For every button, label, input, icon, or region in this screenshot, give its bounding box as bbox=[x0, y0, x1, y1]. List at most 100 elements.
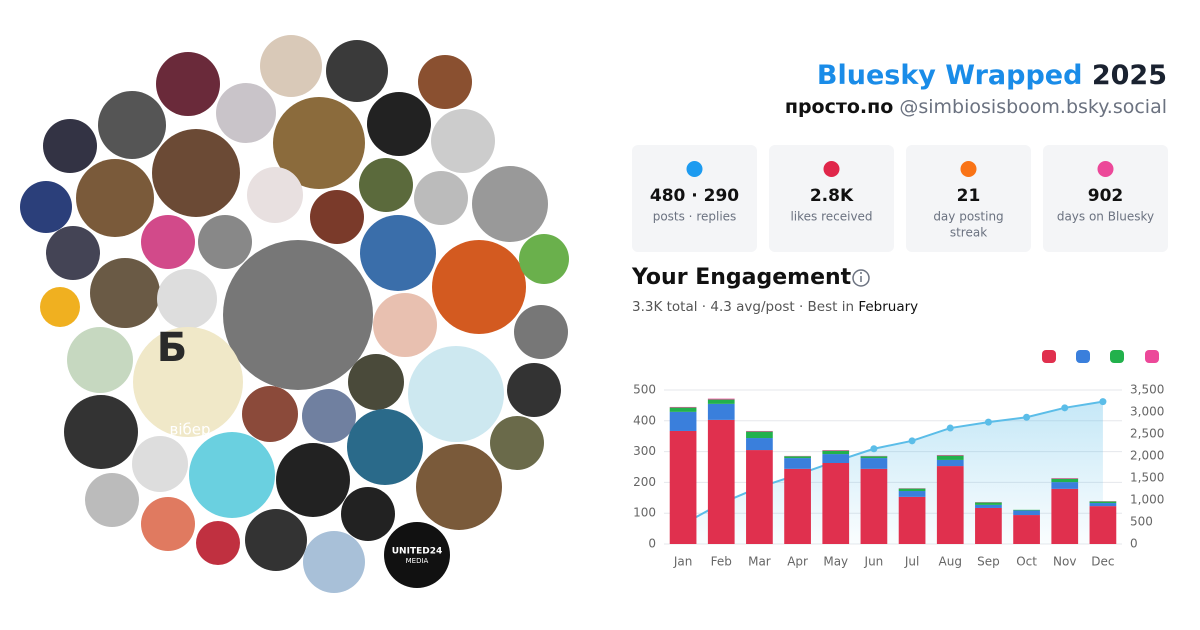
avatar[interactable] bbox=[98, 91, 166, 159]
legend-icon[interactable] bbox=[1145, 350, 1159, 363]
bar-segment bbox=[975, 507, 1002, 544]
bar-segment bbox=[860, 456, 888, 459]
summary: 3.3K total · 4.3 avg/post · Best in bbox=[632, 299, 854, 315]
avatar[interactable] bbox=[260, 35, 322, 97]
avatar[interactable] bbox=[40, 287, 80, 327]
avatar[interactable] bbox=[519, 234, 569, 284]
avatar[interactable] bbox=[156, 52, 220, 116]
avatar[interactable] bbox=[64, 395, 138, 469]
bar-segment bbox=[822, 454, 850, 463]
bar-segment bbox=[860, 458, 888, 469]
avatar[interactable] bbox=[43, 119, 97, 173]
avatar[interactable] bbox=[46, 226, 100, 280]
avatar[interactable] bbox=[326, 40, 388, 102]
stat-icon bbox=[1097, 161, 1114, 177]
avatar[interactable] bbox=[245, 509, 307, 571]
avatar[interactable] bbox=[347, 409, 423, 485]
bar-segment bbox=[784, 468, 811, 544]
avatar[interactable] bbox=[216, 83, 276, 143]
avatar[interactable] bbox=[348, 354, 404, 410]
avatar[interactable] bbox=[276, 443, 350, 517]
bar-segment bbox=[746, 431, 773, 439]
avatar[interactable] bbox=[67, 327, 133, 393]
avatar[interactable] bbox=[408, 346, 504, 442]
avatar[interactable] bbox=[359, 158, 413, 212]
x-tick-label: Jan bbox=[673, 555, 693, 569]
stat-card bbox=[906, 145, 1031, 252]
bar-segment bbox=[1013, 509, 1040, 511]
avatar[interactable] bbox=[196, 521, 240, 565]
legend-icon[interactable] bbox=[1110, 350, 1124, 363]
stat-icon bbox=[823, 161, 840, 177]
x-tick-label: Feb bbox=[711, 555, 732, 569]
avatar[interactable] bbox=[416, 444, 502, 530]
cumulative-point bbox=[984, 418, 992, 426]
stat-label: day posting bbox=[933, 210, 1003, 224]
avatar[interactable] bbox=[341, 487, 395, 541]
cumulative-point bbox=[946, 424, 954, 432]
avatar[interactable] bbox=[414, 171, 468, 225]
bar-segment bbox=[898, 488, 926, 492]
avatar[interactable] bbox=[223, 240, 373, 390]
stat-icon bbox=[686, 161, 703, 177]
avatar[interactable] bbox=[431, 109, 495, 173]
avatar[interactable] bbox=[303, 531, 365, 593]
avatar[interactable] bbox=[367, 92, 431, 156]
bar-segment bbox=[1013, 515, 1040, 544]
stat-label: streak bbox=[950, 226, 987, 240]
engagement-title: Your Engagement bbox=[631, 265, 852, 290]
cumulative-point bbox=[870, 445, 878, 453]
bar-segment bbox=[1013, 510, 1040, 516]
avatar[interactable] bbox=[490, 416, 544, 470]
avatar[interactable] bbox=[189, 432, 275, 518]
avatar[interactable] bbox=[141, 497, 195, 551]
avatar[interactable] bbox=[157, 269, 217, 329]
avatar[interactable] bbox=[90, 258, 160, 328]
avatar[interactable] bbox=[507, 363, 561, 417]
avatar[interactable] bbox=[247, 167, 303, 223]
avatar[interactable] bbox=[514, 305, 568, 359]
avatar[interactable] bbox=[20, 181, 72, 233]
avatar[interactable] bbox=[418, 55, 472, 109]
x-tick-label: Nov bbox=[1053, 555, 1076, 569]
bar-segment bbox=[1051, 488, 1079, 544]
legend-icon[interactable] bbox=[1042, 350, 1056, 363]
info-icon[interactable] bbox=[852, 269, 870, 287]
stat-label: posts · replies bbox=[653, 210, 737, 224]
bar-segment bbox=[746, 430, 773, 432]
avatar[interactable] bbox=[133, 327, 243, 437]
x-tick-label: Mar bbox=[748, 555, 771, 569]
avatar[interactable] bbox=[360, 215, 436, 291]
bar-segment bbox=[669, 406, 697, 408]
avatar[interactable] bbox=[76, 159, 154, 237]
avatar[interactable] bbox=[85, 473, 139, 527]
avatar-text: MEDIA bbox=[406, 557, 429, 565]
legend-icon[interactable] bbox=[1076, 350, 1090, 363]
avatar[interactable] bbox=[302, 389, 356, 443]
avatar[interactable] bbox=[432, 240, 526, 334]
x-tick-label: May bbox=[823, 555, 848, 569]
avatar[interactable] bbox=[242, 386, 298, 442]
y-tick-label: 300 bbox=[633, 444, 656, 458]
bar-segment bbox=[669, 411, 697, 431]
avatar[interactable] bbox=[198, 215, 252, 269]
avatar[interactable] bbox=[310, 190, 364, 244]
avatar[interactable] bbox=[141, 215, 195, 269]
bar-segment bbox=[936, 459, 964, 467]
avatar[interactable] bbox=[472, 166, 548, 242]
avatar[interactable] bbox=[373, 293, 437, 357]
avatar[interactable] bbox=[152, 129, 240, 217]
bar-segment bbox=[707, 398, 735, 400]
bar-segment bbox=[707, 399, 735, 404]
avatar[interactable] bbox=[384, 522, 450, 588]
avatar-text: вібер bbox=[169, 421, 210, 439]
bar-segment bbox=[822, 450, 850, 451]
y-tick-label: 100 bbox=[633, 506, 656, 520]
y2-tick-label: 1,000 bbox=[1130, 493, 1164, 507]
y2-tick-label: 2,000 bbox=[1130, 449, 1164, 463]
avatar[interactable] bbox=[273, 97, 365, 189]
display-name: просто.по bbox=[785, 96, 894, 118]
avatar[interactable] bbox=[132, 436, 188, 492]
